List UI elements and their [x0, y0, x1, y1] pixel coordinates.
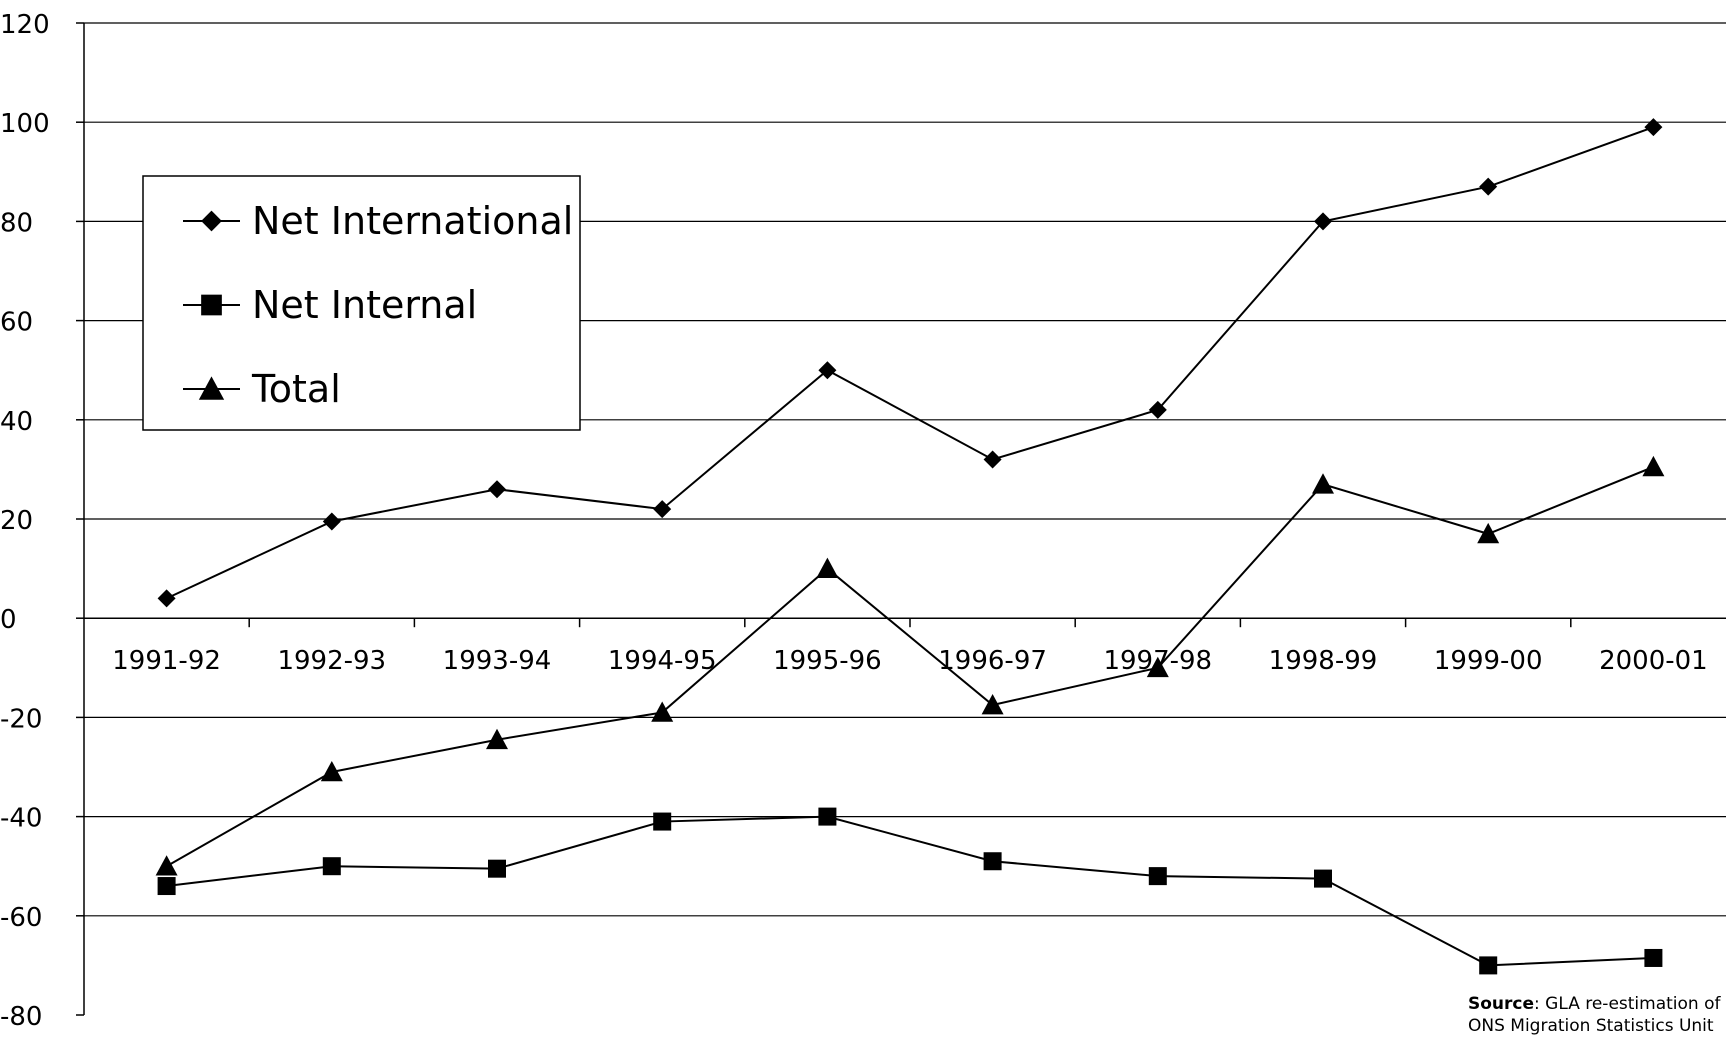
data-point-net-international [653, 500, 672, 519]
source-label: Source [1468, 994, 1535, 1014]
source-text: : GLA re-estimation of l [1534, 994, 1726, 1014]
data-point-total [1312, 473, 1334, 494]
legend-marker-net-internal [201, 294, 222, 316]
data-point-net-internal [1479, 956, 1498, 975]
legend-label-net-international: Net International [252, 199, 573, 243]
legend: Net International Net Internal Total [142, 175, 581, 431]
legend-marker-total [198, 376, 225, 400]
data-point-net-international [1479, 177, 1498, 196]
data-point-net-international [322, 512, 341, 531]
data-point-net-internal [1148, 867, 1167, 886]
data-point-net-internal [983, 852, 1002, 871]
data-point-total [1477, 522, 1500, 544]
x-tick-label: 1993-94 [443, 646, 552, 676]
x-tick-label: 1992-93 [277, 646, 386, 676]
data-point-net-international [157, 589, 176, 608]
data-point-total [1146, 656, 1169, 678]
source-note: Source: GLA re-estimation of l ONS Migra… [1468, 993, 1726, 1037]
y-tick-label: 60 [0, 308, 33, 338]
series-net-international [157, 118, 1663, 608]
data-point-net-internal [1644, 948, 1663, 967]
series-line-net-international [166, 126, 1654, 600]
legend-label-net-internal: Net Internal [252, 283, 477, 327]
y-tick-label: 40 [0, 407, 33, 437]
x-tick-label: 1991-92 [112, 646, 221, 676]
series-net-internal [157, 807, 1663, 975]
data-point-net-international [1644, 118, 1663, 137]
series-total [155, 455, 1665, 876]
data-point-net-internal [488, 859, 506, 878]
x-tick-label: 2000-01 [1599, 646, 1708, 676]
y-tick-label: 20 [0, 506, 33, 536]
data-point-total [651, 701, 674, 722]
data-point-net-internal [653, 812, 672, 831]
data-point-net-international [818, 361, 837, 380]
series-layer [155, 118, 1665, 975]
x-tick-label: 1998-99 [1269, 646, 1378, 676]
data-point-net-internal [322, 857, 341, 876]
legend-marker-net-international [201, 210, 222, 232]
y-tick-label: 100 [0, 109, 50, 139]
x-tick-label: 1996-97 [938, 646, 1047, 676]
x-tick-label: 1994-95 [608, 646, 717, 676]
y-tick-label: -60 [0, 903, 42, 933]
data-point-total [816, 557, 839, 578]
y-axis: 120 100 80 60 40 20 0 -20 -40 -60 -80 [0, 10, 85, 1028]
y-tick-label: -80 [0, 1002, 42, 1028]
data-point-total [1642, 455, 1665, 477]
data-point-net-internal [1314, 869, 1332, 888]
series-line-net-internal [166, 815, 1654, 967]
series-line-total [166, 465, 1654, 868]
legend-label-total: Total [251, 367, 341, 411]
y-tick-label: 80 [0, 208, 33, 238]
source-line-2: ONS Migration Statistics Unit [1468, 1016, 1714, 1036]
x-axis: 1991-92 1992-93 1993-94 1994-95 1995-96 1996-… [84, 617, 1726, 676]
data-point-total [155, 855, 178, 876]
y-tick-label: 120 [0, 10, 50, 40]
y-tick-label: -20 [0, 704, 42, 734]
x-tick-label: 1995-96 [773, 646, 882, 676]
data-point-total [320, 760, 343, 782]
y-tick-label: -40 [0, 804, 42, 834]
data-point-net-international [488, 480, 506, 499]
y-tick-label: 0 [0, 605, 17, 635]
data-point-net-international [1148, 400, 1167, 419]
data-point-net-internal [818, 807, 837, 826]
gridlines [84, 22, 1726, 917]
data-point-total [981, 694, 1004, 715]
x-tick-label: 1999-00 [1434, 646, 1543, 676]
data-point-net-international [1314, 212, 1332, 231]
data-point-net-internal [157, 877, 176, 896]
data-point-total [486, 728, 508, 750]
data-point-net-international [983, 450, 1002, 469]
